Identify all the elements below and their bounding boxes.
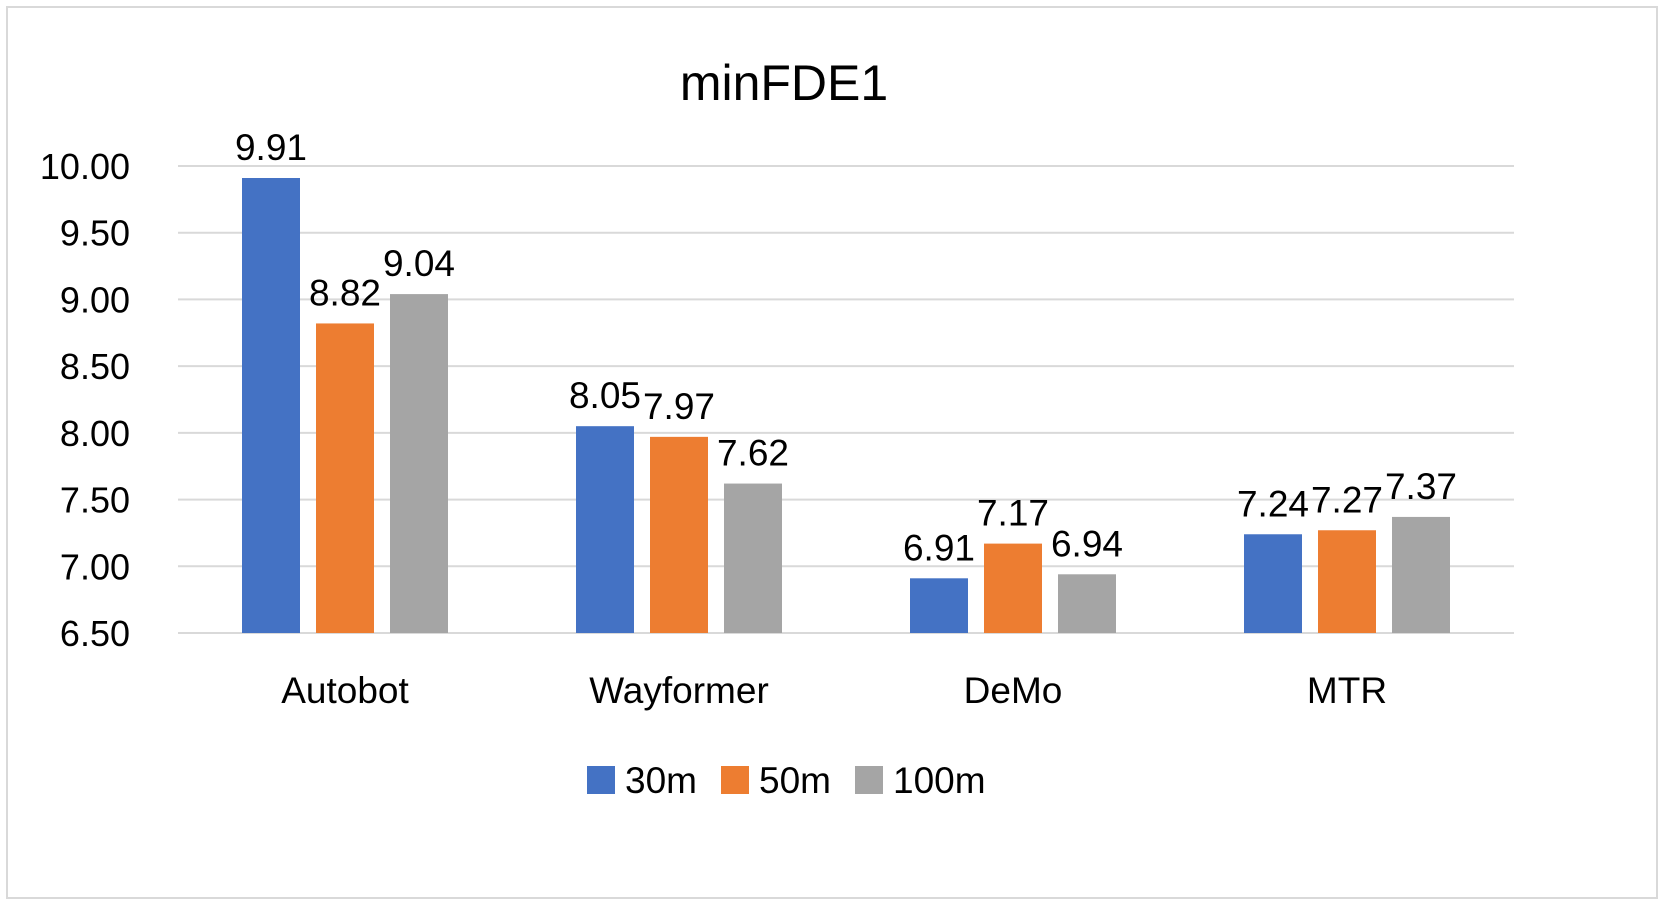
legend-swatch bbox=[721, 766, 749, 794]
x-category-label: MTR bbox=[1307, 670, 1387, 711]
data-label: 7.17 bbox=[977, 493, 1049, 534]
bar bbox=[1318, 530, 1376, 633]
bar bbox=[984, 543, 1042, 633]
bar-chart: minFDE1 6.50 7.00 7.50 8.00 8.50 9.00 9.50 10.0… bbox=[40, 55, 1514, 801]
data-label: 7.37 bbox=[1385, 466, 1457, 507]
x-axis: Autobot Wayformer DeMo MTR bbox=[281, 670, 1387, 711]
gridlines bbox=[178, 165, 1514, 634]
data-label: 7.62 bbox=[717, 433, 789, 474]
bar bbox=[316, 323, 374, 633]
data-label: 9.04 bbox=[383, 243, 455, 284]
y-tick-label: 8.00 bbox=[60, 413, 130, 454]
bars bbox=[242, 178, 1450, 633]
y-tick-label: 10.00 bbox=[40, 146, 130, 187]
bar bbox=[242, 178, 300, 633]
y-axis: 6.50 7.00 7.50 8.00 8.50 9.00 9.50 10.00 bbox=[40, 146, 130, 654]
data-label: 7.24 bbox=[1237, 483, 1309, 524]
legend: 30m 50m 100m bbox=[587, 760, 986, 801]
data-label: 9.91 bbox=[235, 127, 307, 168]
legend-label: 50m bbox=[759, 760, 831, 801]
data-label: 6.91 bbox=[903, 527, 975, 568]
legend-label: 100m bbox=[893, 760, 986, 801]
legend-swatch bbox=[855, 766, 883, 794]
bar bbox=[1058, 574, 1116, 633]
bar bbox=[1244, 534, 1302, 633]
bar bbox=[724, 483, 782, 633]
y-tick-label: 9.50 bbox=[60, 213, 130, 254]
y-tick-label: 6.50 bbox=[60, 613, 130, 654]
x-category-label: DeMo bbox=[964, 670, 1063, 711]
data-label: 7.97 bbox=[643, 386, 715, 427]
bar bbox=[1392, 516, 1450, 633]
data-label: 6.94 bbox=[1051, 523, 1123, 564]
x-category-label: Autobot bbox=[281, 670, 409, 711]
data-label: 8.82 bbox=[309, 272, 381, 313]
legend-swatch bbox=[587, 766, 615, 794]
chart-frame: minFDE1 6.50 7.00 7.50 8.00 8.50 9.00 9.50 10.0… bbox=[6, 6, 1658, 899]
x-category-label: Wayformer bbox=[589, 670, 769, 711]
data-labels: 9.91 8.829.04 8.05 7.977.62 6.917.176.94 7.24… bbox=[235, 127, 1457, 568]
y-tick-label: 8.50 bbox=[60, 346, 130, 387]
data-label: 7.27 bbox=[1311, 479, 1383, 520]
data-label: 8.05 bbox=[569, 375, 641, 416]
bar bbox=[910, 578, 968, 633]
chart-title: minFDE1 bbox=[680, 55, 888, 111]
bar bbox=[650, 436, 708, 633]
bar bbox=[576, 426, 634, 633]
legend-label: 30m bbox=[625, 760, 697, 801]
y-tick-label: 7.00 bbox=[60, 546, 130, 587]
y-tick-label: 7.50 bbox=[60, 480, 130, 521]
bar bbox=[390, 294, 448, 633]
y-tick-label: 9.00 bbox=[60, 279, 130, 320]
